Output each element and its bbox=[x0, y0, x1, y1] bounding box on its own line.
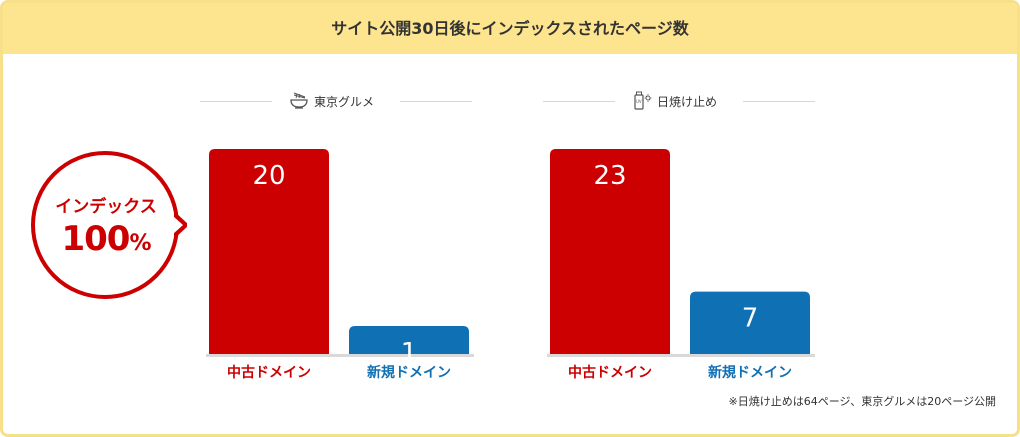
bar-chart: 23 中古ドメイン 7 新規ドメイン bbox=[547, 149, 815, 381]
bar bbox=[209, 149, 329, 354]
divider-line bbox=[200, 101, 272, 102]
bar-value-label: 1 bbox=[401, 338, 418, 368]
svg-text:UV: UV bbox=[636, 99, 642, 104]
panel-header: UV 日焼け止め bbox=[531, 91, 831, 111]
bar-value-label: 20 bbox=[252, 161, 285, 191]
category-label: 新規ドメイン bbox=[367, 364, 451, 381]
axis-baseline bbox=[206, 354, 474, 357]
header-bar: サイト公開30日後にインデックスされたページ数 bbox=[3, 3, 1017, 54]
ramen-bowl-icon bbox=[288, 91, 310, 111]
badge-percent-value: 100 bbox=[61, 219, 130, 259]
badge-circle-icon bbox=[31, 151, 189, 299]
axis-baseline bbox=[547, 354, 815, 357]
category-label: 新規ドメイン bbox=[708, 364, 792, 381]
panel-label: 日焼け止め bbox=[657, 95, 718, 109]
footnote: ※日焼け止めは64ページ、東京グルメは20ページ公開 bbox=[728, 395, 996, 408]
category-label: 中古ドメイン bbox=[568, 364, 652, 381]
chart-panel-sunscreen: UV 日焼け止め 23 中古ドメイン 7 新規ドメイン bbox=[531, 51, 831, 381]
divider-line bbox=[400, 101, 472, 102]
divider-line bbox=[543, 101, 615, 102]
category-label: 中古ドメイン bbox=[227, 364, 311, 381]
bar bbox=[349, 326, 469, 354]
divider-line bbox=[743, 101, 815, 102]
bar bbox=[690, 291, 810, 354]
index-badge: インデックス 100% bbox=[27, 149, 189, 301]
bar-value-label: 7 bbox=[742, 304, 759, 334]
sunscreen-icon: UV bbox=[631, 91, 653, 111]
page-title: サイト公開30日後にインデックスされたページ数 bbox=[331, 19, 689, 38]
badge-percent-unit: % bbox=[129, 231, 151, 256]
panel-label: 東京グルメ bbox=[314, 95, 375, 109]
badge-percent: 100% bbox=[27, 219, 185, 259]
bar-value-label: 23 bbox=[593, 161, 626, 191]
bar bbox=[550, 149, 670, 354]
panel-header: 東京グルメ bbox=[190, 91, 490, 111]
chart-panel-tokyo-gourmet: 東京グルメ 20 中古ドメイン 1 新規ドメイン bbox=[190, 51, 490, 381]
badge-label: インデックス bbox=[55, 197, 157, 217]
